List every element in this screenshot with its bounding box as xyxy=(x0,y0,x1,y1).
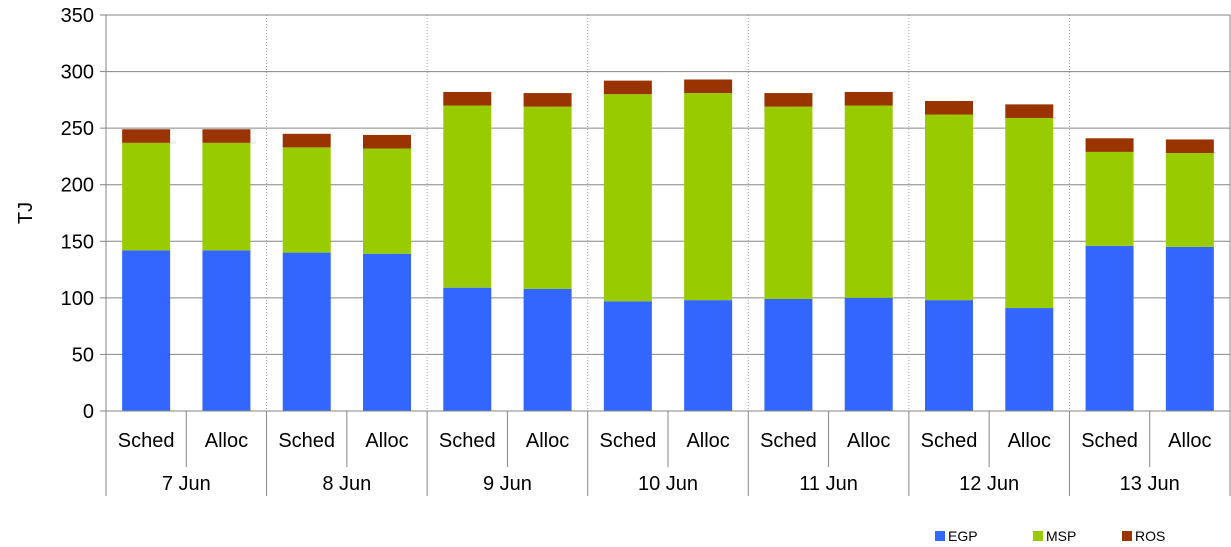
x-group-label: 8 Jun xyxy=(322,473,371,495)
x-group-label: 10 Jun xyxy=(638,473,698,495)
x-sub-label: Sched xyxy=(118,430,175,452)
x-sub-label: Sched xyxy=(921,430,978,452)
y-tick-label: 100 xyxy=(61,288,94,310)
x-sub-label: Sched xyxy=(599,430,656,452)
bar-segment-ros xyxy=(684,79,733,94)
legend: EGP MSP ROS xyxy=(935,528,1165,544)
x-sub-label: Alloc xyxy=(847,430,890,452)
y-tick-label: 0 xyxy=(83,401,94,423)
y-tick-label: 200 xyxy=(61,175,94,197)
x-category-labels: Sched Alloc Sched Alloc Sched Alloc Sched Alloc… xyxy=(118,430,1212,495)
bar-segment-msp xyxy=(684,93,733,301)
bar-segment-egp xyxy=(1005,308,1054,411)
x-sub-label: Sched xyxy=(1081,430,1138,452)
bar-segment-ros xyxy=(1005,104,1054,118)
legend-swatch-msp xyxy=(1033,531,1043,541)
axes-layer xyxy=(100,14,1231,496)
x-group-label: 7 Jun xyxy=(162,473,211,495)
legend-label-egp: EGP xyxy=(948,528,978,544)
bar-segment-msp xyxy=(202,142,251,251)
bar-segment-ros xyxy=(443,91,492,106)
y-tick-label: 150 xyxy=(61,231,94,253)
bar-segment-ros xyxy=(282,133,331,148)
bar-segment-ros xyxy=(122,129,171,143)
x-sub-label: Alloc xyxy=(526,430,569,452)
bar-segment-egp xyxy=(1085,245,1134,411)
legend-swatch-ros xyxy=(1122,531,1132,541)
bar-segment-msp xyxy=(1085,151,1134,246)
bar-segment-msp xyxy=(1165,153,1214,247)
bar-segment-msp xyxy=(844,105,893,298)
x-sub-label: Alloc xyxy=(686,430,729,452)
legend-label-ros: ROS xyxy=(1135,528,1165,544)
y-tick-label: 250 xyxy=(61,118,94,140)
bar-segment-egp xyxy=(523,288,572,411)
bar-segment-ros xyxy=(1165,139,1214,154)
bar-segment-msp xyxy=(764,106,813,299)
bar-segment-ros xyxy=(523,93,572,107)
bar-segment-ros xyxy=(844,91,893,106)
bar-segment-ros xyxy=(925,100,973,115)
bar-segment-egp xyxy=(764,298,813,411)
bar-segment-egp xyxy=(603,301,652,411)
bar-segment-egp xyxy=(1165,246,1214,411)
y-tick-label: 300 xyxy=(61,62,94,84)
bar-segment-egp xyxy=(844,297,893,411)
x-group-label: 12 Jun xyxy=(959,473,1019,495)
bar-segment-egp xyxy=(684,300,733,411)
bar-segment-egp xyxy=(282,252,331,411)
y-tick-label: 50 xyxy=(72,344,94,366)
x-sub-label: Alloc xyxy=(365,430,408,452)
x-sub-label: Alloc xyxy=(1008,430,1051,452)
bar-segment-msp xyxy=(523,106,572,289)
x-sub-label: Alloc xyxy=(1168,430,1211,452)
bar-segment-egp xyxy=(202,250,251,411)
x-sub-label: Alloc xyxy=(205,430,248,452)
bar-segment-ros xyxy=(764,93,813,107)
bar-segment-msp xyxy=(1005,117,1054,309)
bar-segment-ros xyxy=(1085,138,1134,152)
y-tick-labels: 0 50 100 150 200 250 300 350 xyxy=(61,5,94,423)
bar-segment-ros xyxy=(363,134,411,149)
bar-segment-egp xyxy=(122,250,171,411)
legend-label-msp: MSP xyxy=(1046,528,1076,544)
bars-layer xyxy=(122,79,1214,411)
x-group-label: 11 Jun xyxy=(799,473,858,495)
bar-segment-egp xyxy=(363,253,411,411)
bar-segment-ros xyxy=(202,129,251,143)
x-group-label: 9 Jun xyxy=(483,473,532,495)
x-sub-label: Sched xyxy=(278,430,335,452)
bar-segment-msp xyxy=(363,148,411,254)
y-tick-label: 350 xyxy=(61,5,94,27)
bar-segment-msp xyxy=(925,114,973,301)
bar-segment-ros xyxy=(603,80,652,95)
bar-segment-msp xyxy=(282,147,331,253)
x-sub-label: Sched xyxy=(760,430,817,452)
bar-segment-msp xyxy=(122,142,171,251)
grid-layer xyxy=(106,14,1230,411)
bar-segment-egp xyxy=(925,300,973,411)
bar-segment-msp xyxy=(603,94,652,302)
x-sub-label: Sched xyxy=(439,430,496,452)
bar-segment-egp xyxy=(443,287,492,411)
legend-swatch-egp xyxy=(935,531,945,541)
x-group-label: 13 Jun xyxy=(1120,473,1180,495)
y-axis-label: TJ xyxy=(15,202,37,224)
bar-segment-msp xyxy=(443,105,492,288)
